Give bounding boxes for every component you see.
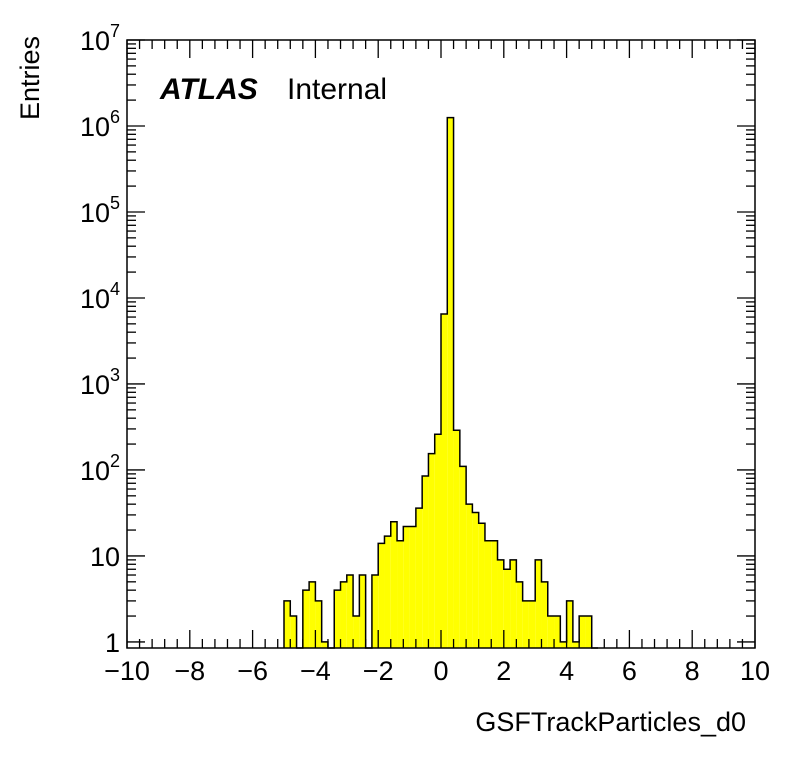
histogram-bar — [359, 575, 366, 648]
y-tick-label-group: 1 — [105, 628, 120, 658]
y-axis-title: Entries — [15, 36, 45, 120]
x-tick-label: 0 — [433, 656, 448, 686]
histogram-bar — [516, 581, 523, 648]
histogram-bar — [491, 540, 498, 648]
histogram-bar — [566, 600, 573, 648]
histogram-bar — [390, 521, 398, 648]
histogram-bar — [428, 453, 435, 648]
x-tick-label: −6 — [237, 656, 268, 686]
y-tick-label-group: 10 4 — [80, 279, 120, 314]
histogram-bar — [434, 434, 441, 648]
x-axis-title: GSFTrackParticles_d0 — [475, 707, 746, 737]
histogram-bar — [579, 616, 586, 648]
x-tick-label: 10 — [740, 656, 770, 686]
histogram-bar — [384, 536, 391, 648]
histogram-bar — [378, 543, 385, 648]
x-tick-label: 2 — [496, 656, 511, 686]
histogram-bar — [459, 466, 467, 648]
x-tick-label: 6 — [622, 656, 637, 686]
internal-label: Internal — [287, 73, 387, 106]
histogram-bar — [346, 575, 354, 648]
histogram-bar — [554, 616, 561, 648]
x-tick-label: 4 — [559, 656, 574, 686]
y-tick-label: 10 — [80, 456, 110, 486]
histogram-bar — [585, 616, 592, 648]
y-tick-label: 10 — [80, 198, 110, 228]
histogram-bar — [447, 117, 454, 648]
histogram-bar — [403, 526, 410, 648]
histogram-bar — [441, 314, 448, 648]
histogram-bar — [284, 600, 291, 648]
y-tick-label: 10 — [80, 370, 110, 400]
histogram-bar — [535, 559, 542, 648]
histogram-bar — [484, 540, 492, 648]
histogram-bar — [478, 523, 485, 648]
y-tick-label-group: 10 6 — [80, 107, 120, 142]
histogram-bar — [334, 590, 341, 648]
histogram-bar — [290, 616, 297, 648]
atlas-label: ATLAS — [159, 73, 258, 106]
histogram-bar — [409, 526, 416, 648]
y-tick-label: 10 — [80, 26, 110, 56]
histogram-bar — [453, 430, 460, 648]
axis-ticks — [126, 39, 756, 648]
y-tick-exponent: 7 — [110, 21, 120, 41]
x-tick-labels: −10 −8 −6 −4 −2 0 2 4 6 8 10 — [104, 656, 770, 686]
histogram-bar — [302, 590, 310, 648]
y-tick-label-group: 10 — [90, 542, 120, 572]
histogram-bar — [510, 559, 517, 648]
y-tick-label: 10 — [80, 112, 110, 142]
x-tick-label: −8 — [174, 656, 205, 686]
y-tick-exponent: 2 — [110, 451, 120, 471]
x-tick-label: −10 — [104, 656, 150, 686]
histogram-bar — [472, 512, 479, 648]
histogram-bar — [321, 641, 328, 648]
histogram-bar — [560, 641, 567, 648]
y-tick-label: 10 — [80, 284, 110, 314]
histogram-bar — [371, 575, 379, 648]
x-tick-label: −4 — [300, 656, 331, 686]
x-tick-label: −2 — [363, 656, 394, 686]
y-tick-label-group: 10 5 — [80, 193, 120, 228]
histogram-bar — [315, 600, 322, 648]
y-tick-label: 1 — [105, 628, 120, 658]
histogram-bar — [547, 616, 555, 648]
y-tick-label-group: 10 3 — [80, 365, 120, 400]
y-tick-exponent: 3 — [110, 365, 120, 385]
y-tick-label: 10 — [90, 542, 120, 572]
histogram-bar — [353, 616, 360, 648]
x-tick-label: 8 — [685, 656, 700, 686]
histogram-bar — [528, 600, 536, 648]
histogram-bar — [422, 476, 429, 648]
histogram-bar — [397, 540, 404, 648]
y-tick-exponent: 5 — [110, 193, 120, 213]
histogram-bar — [541, 581, 548, 648]
histogram-bar — [415, 508, 423, 648]
y-tick-exponent: 6 — [110, 107, 120, 127]
histogram-bar — [340, 581, 347, 648]
histogram-bar — [522, 600, 529, 648]
histogram-bar — [572, 641, 580, 648]
histogram-bar — [466, 504, 473, 648]
histogram-bar — [497, 559, 504, 648]
histogram-bar — [503, 569, 511, 648]
y-tick-label-group: 10 7 — [80, 21, 120, 56]
histogram-bars — [284, 117, 592, 648]
y-tick-exponent: 4 — [110, 279, 120, 299]
histogram-bar — [309, 581, 316, 648]
y-tick-label-group: 10 2 — [80, 451, 120, 486]
